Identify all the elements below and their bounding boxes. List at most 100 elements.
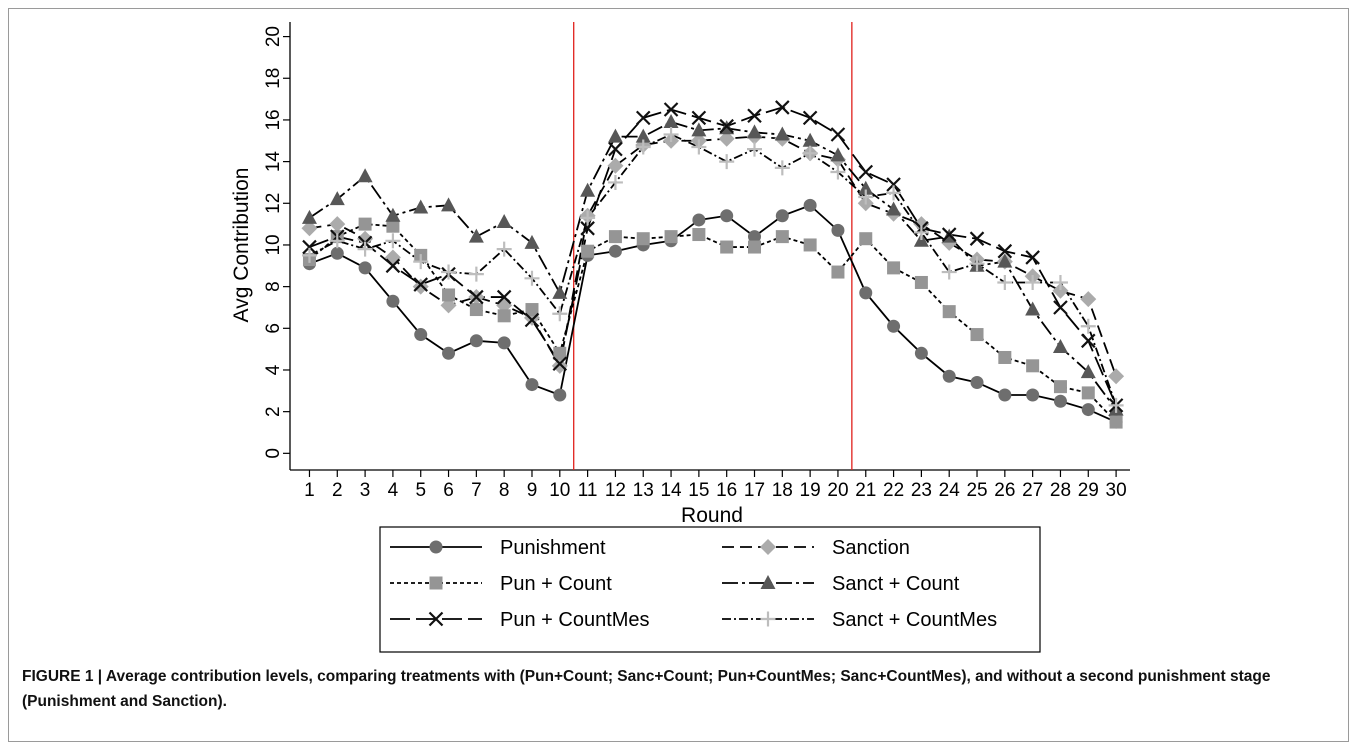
- y-tick-label: 6: [263, 323, 284, 334]
- marker: [386, 219, 400, 233]
- marker: [663, 102, 679, 117]
- marker: [775, 209, 789, 223]
- x-tick-label: 20: [827, 480, 848, 501]
- marker: [580, 210, 596, 226]
- marker: [720, 240, 734, 254]
- marker: [635, 139, 651, 155]
- marker: [1109, 415, 1123, 429]
- marker: [748, 240, 762, 254]
- marker: [802, 110, 818, 126]
- legend-label: Sanction: [832, 537, 910, 559]
- y-tick-label: 20: [263, 26, 284, 47]
- marker: [774, 160, 790, 176]
- marker: [357, 230, 374, 247]
- marker: [747, 108, 762, 124]
- marker: [608, 244, 622, 258]
- marker: [524, 312, 540, 328]
- marker: [1052, 339, 1068, 354]
- marker: [802, 145, 818, 161]
- marker: [913, 216, 930, 233]
- marker: [1080, 291, 1097, 308]
- marker: [886, 201, 902, 216]
- marker: [414, 328, 428, 342]
- x-tick-label: 13: [633, 480, 654, 501]
- x-tick-label: 10: [549, 480, 570, 501]
- marker: [497, 336, 511, 350]
- x-tick-label: 27: [1022, 480, 1043, 501]
- marker: [998, 388, 1012, 402]
- marker: [858, 180, 874, 195]
- marker: [760, 539, 776, 555]
- marker: [913, 224, 929, 240]
- marker: [858, 189, 874, 205]
- marker: [1025, 301, 1041, 316]
- marker: [1081, 333, 1096, 349]
- marker: [886, 185, 902, 201]
- x-tick-label: 23: [911, 480, 932, 501]
- y-tick-label: 4: [263, 364, 284, 375]
- legend-label: Pun + Count: [500, 573, 612, 595]
- x-tick-label: 18: [772, 480, 793, 501]
- marker: [469, 289, 484, 305]
- marker: [830, 127, 846, 142]
- marker: [941, 264, 957, 280]
- x-axis-label: Round: [681, 504, 743, 527]
- x-tick-label: 9: [527, 480, 538, 501]
- marker: [748, 230, 762, 244]
- legend-label: Sanct + Count: [832, 573, 960, 595]
- x-tick-label: 15: [688, 480, 709, 501]
- marker: [914, 275, 928, 289]
- y-tick-label: 16: [263, 109, 284, 130]
- marker: [774, 126, 790, 141]
- marker: [969, 231, 985, 246]
- marker: [580, 221, 595, 236]
- marker: [608, 230, 622, 244]
- marker: [358, 261, 372, 275]
- marker: [760, 575, 776, 589]
- marker: [429, 576, 443, 590]
- marker: [552, 284, 568, 299]
- marker: [663, 127, 679, 143]
- marker: [664, 230, 678, 244]
- marker: [887, 319, 901, 333]
- x-tick-label: 11: [578, 480, 598, 501]
- marker: [859, 232, 873, 246]
- x-tick-label: 28: [1050, 480, 1071, 501]
- marker: [719, 118, 734, 134]
- marker: [636, 232, 650, 246]
- marker: [329, 216, 346, 233]
- x-tick-label: 2: [332, 480, 343, 501]
- marker: [469, 303, 483, 317]
- marker: [691, 139, 707, 155]
- x-tick-label: 8: [499, 480, 510, 501]
- marker: [803, 198, 817, 212]
- marker: [442, 288, 456, 302]
- y-tick-label: 12: [263, 193, 284, 214]
- marker: [330, 246, 344, 260]
- marker: [760, 611, 776, 627]
- series-line: [308, 121, 1117, 411]
- marker: [552, 306, 568, 322]
- x-tick-label: 5: [415, 480, 426, 501]
- marker: [1025, 274, 1041, 290]
- y-tick-label: 18: [263, 68, 284, 89]
- marker: [942, 305, 956, 319]
- marker: [719, 154, 735, 170]
- legend-label: Pun + CountMes: [500, 609, 650, 631]
- marker: [692, 228, 706, 242]
- marker: [413, 254, 429, 270]
- marker: [1080, 364, 1096, 379]
- marker: [525, 378, 539, 392]
- series-line: [309, 133, 1117, 406]
- marker: [775, 230, 789, 244]
- marker: [691, 110, 707, 126]
- marker: [301, 247, 317, 263]
- marker: [858, 164, 874, 180]
- marker: [358, 217, 372, 231]
- marker: [747, 124, 763, 139]
- marker: [1052, 274, 1068, 290]
- x-tick-label: 26: [994, 480, 1015, 501]
- x-tick-label: 4: [388, 480, 399, 501]
